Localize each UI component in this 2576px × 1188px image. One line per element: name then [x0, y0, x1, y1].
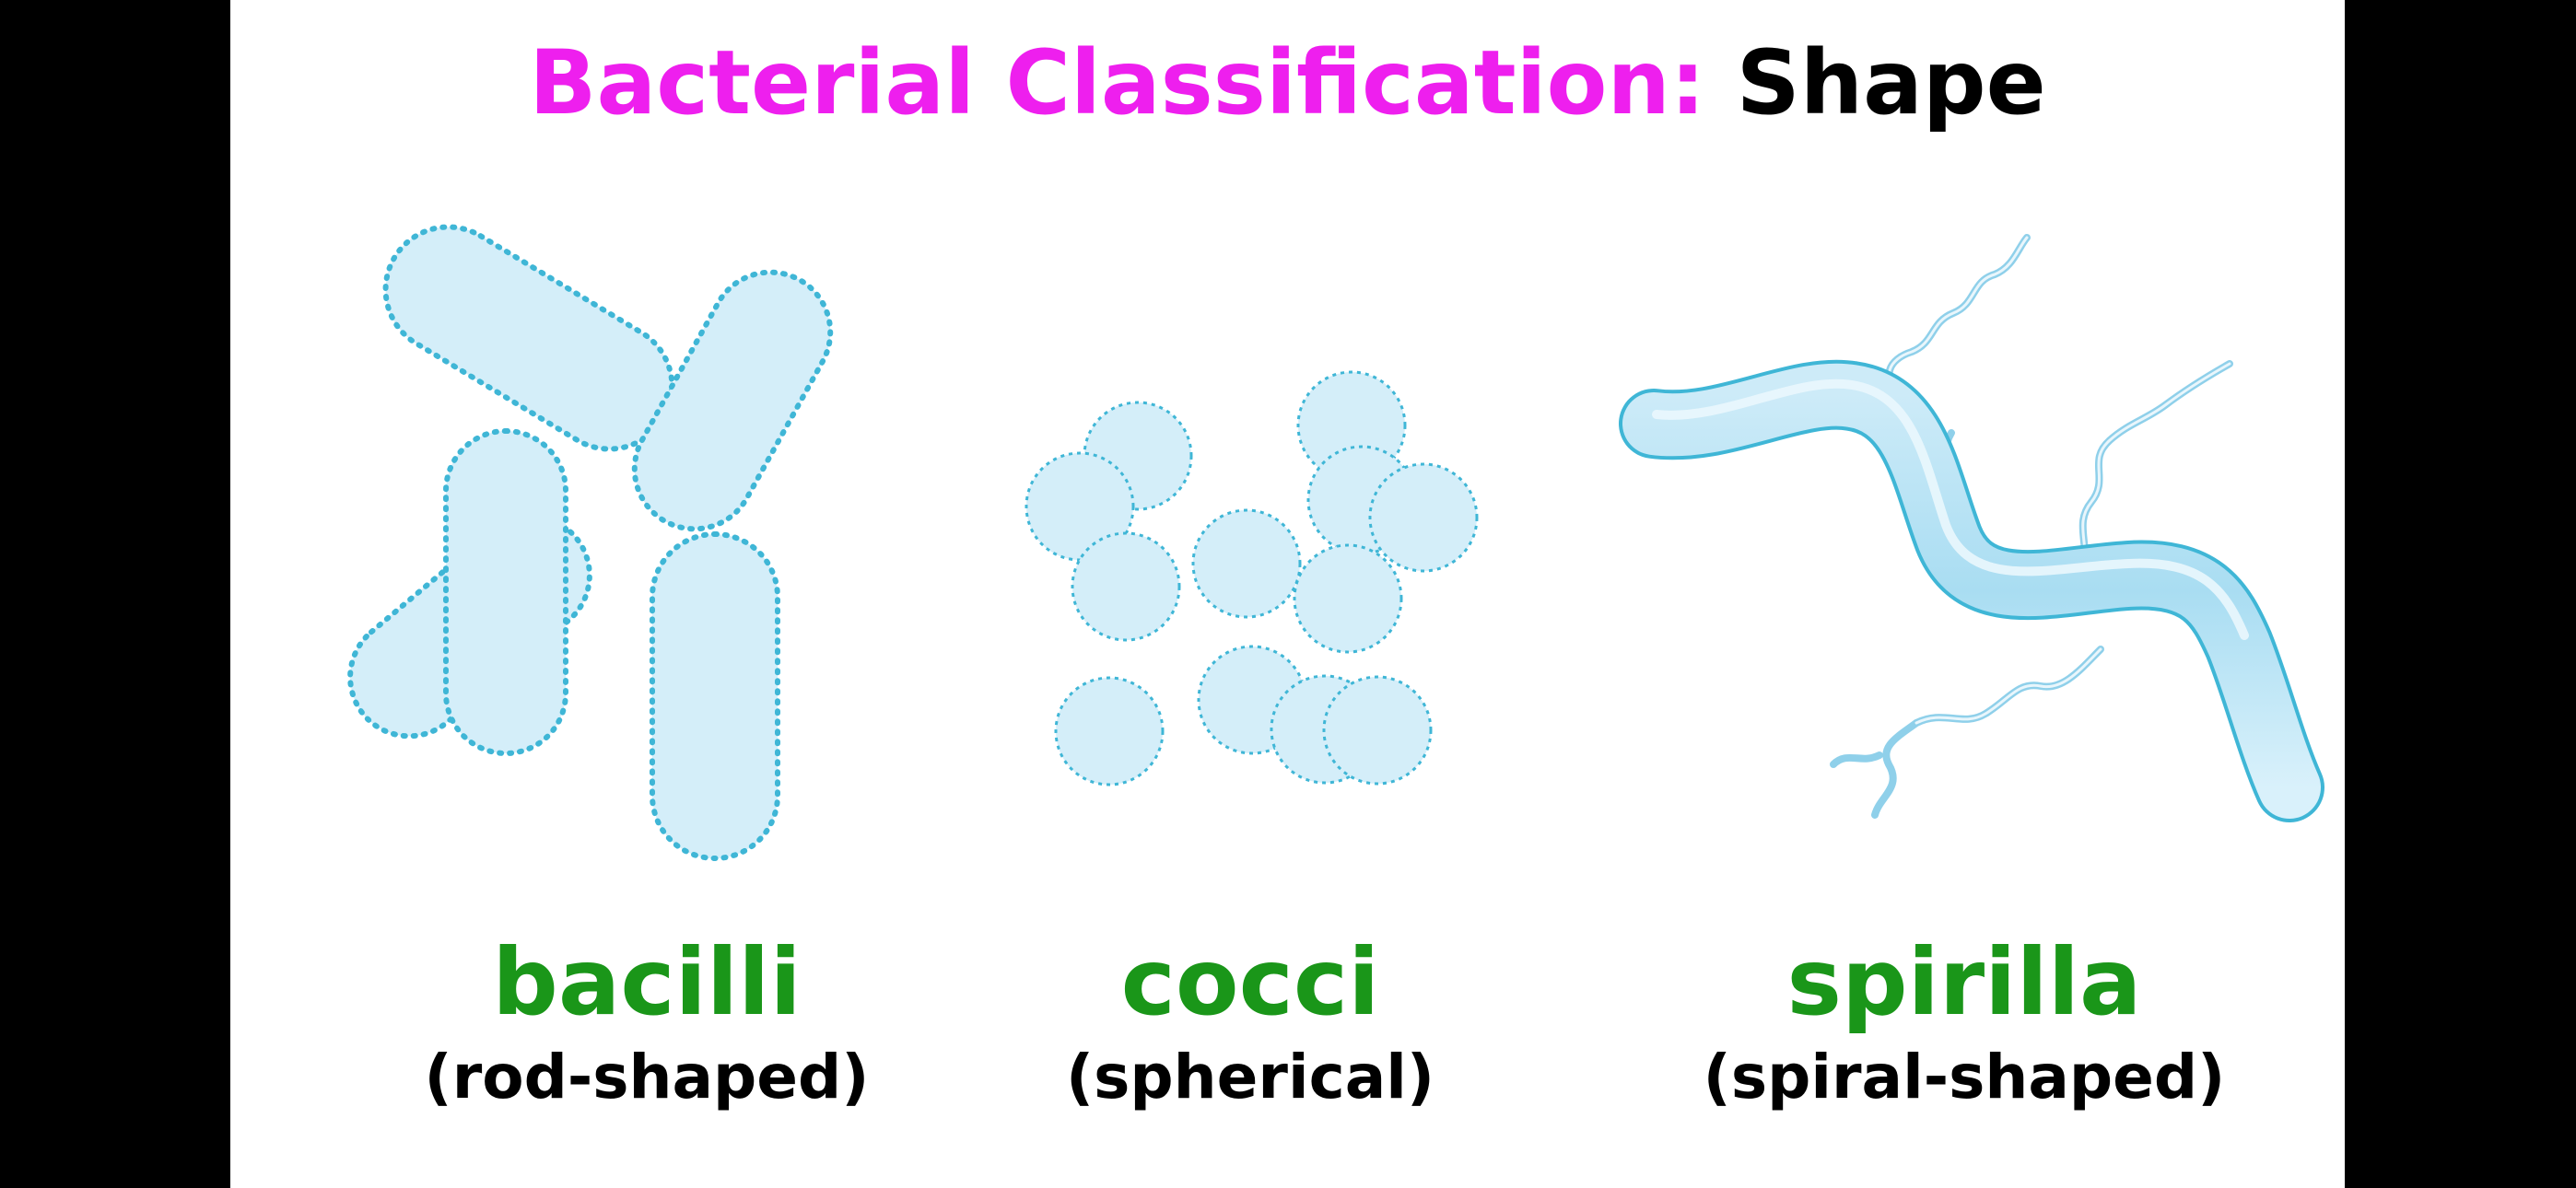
bacillus-rod — [631, 269, 834, 532]
spirilla-label: spirilla (spiral-shaped) — [1642, 932, 2287, 1114]
flagellum — [1871, 719, 1920, 819]
bacilli-label: bacilli (rod-shaped) — [324, 932, 969, 1114]
spirilla-illustration — [1619, 234, 2324, 822]
shape-description: (rod-shaped) — [424, 1042, 870, 1112]
shape-description: (spherical) — [1065, 1042, 1435, 1112]
cocci-illustration — [1025, 370, 1479, 786]
shape-name: cocci — [1120, 928, 1380, 1036]
letterbox-right — [2345, 0, 2576, 1188]
shape-name: bacilli — [492, 928, 802, 1036]
coccus-cell — [1368, 462, 1479, 573]
title-suffix: Shape — [1736, 31, 2046, 134]
coccus-cell — [1054, 676, 1165, 786]
slide: Bacterial Classification: Shape — [230, 0, 2345, 1188]
flagellum — [1830, 751, 1883, 768]
title-prefix: Bacterial Classification: — [529, 31, 1706, 134]
shape-name: spirilla — [1786, 928, 2142, 1036]
bacilli-illustration — [347, 224, 834, 861]
coccus-cell — [1322, 675, 1433, 786]
shape-description: (spiral-shaped) — [1703, 1042, 2226, 1112]
bacillus-rod — [443, 428, 568, 756]
flagellum — [1913, 646, 2104, 727]
bacillus-rod — [650, 531, 780, 861]
letterbox-left — [0, 0, 230, 1188]
coccus-cell — [1191, 508, 1302, 619]
coccus-cell — [1071, 531, 1181, 642]
bacteria-illustrations — [347, 224, 2324, 861]
page-title: Bacterial Classification: Shape — [230, 28, 2345, 138]
cocci-label: cocci (spherical) — [928, 932, 1573, 1114]
flagellum — [1885, 234, 2031, 400]
coccus-cell — [1293, 543, 1403, 654]
